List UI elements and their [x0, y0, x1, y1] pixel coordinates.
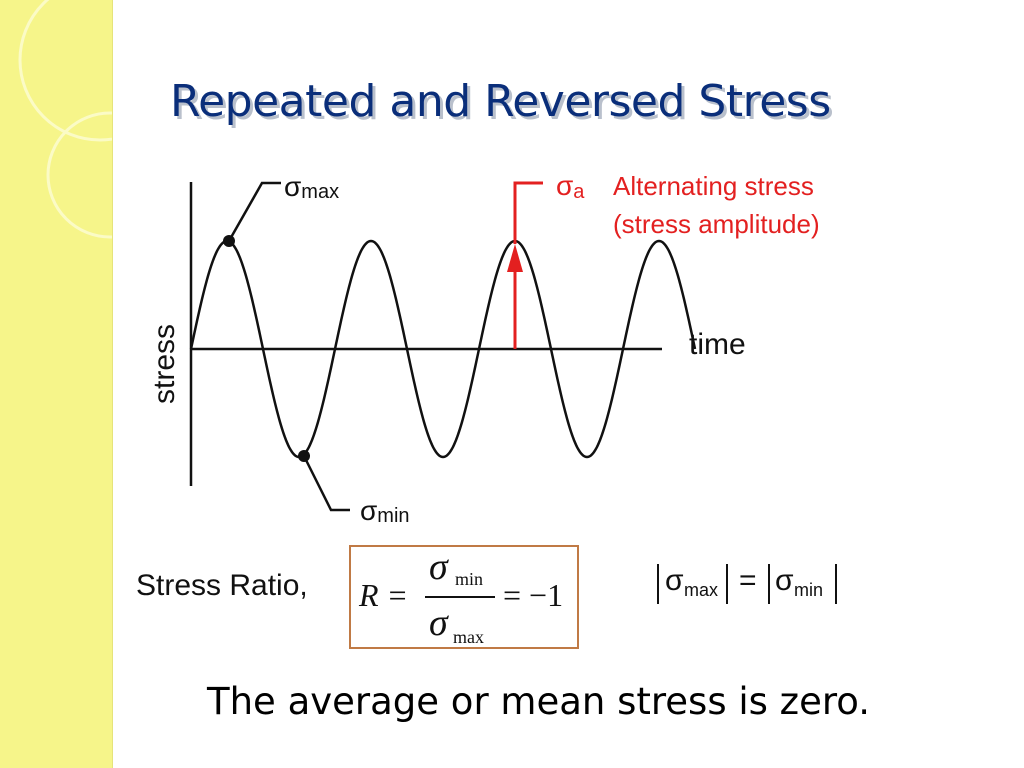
- numerator-symbol: σ: [429, 546, 448, 588]
- slide-title: Repeated and Reversed Stress: [170, 76, 831, 127]
- mean-stress-statement: The average or mean stress is zero.: [207, 680, 871, 723]
- abs-bar: [835, 564, 837, 604]
- fraction-bar: [425, 596, 495, 598]
- abs-left-sub: max: [684, 580, 719, 600]
- abs-bar: [726, 564, 728, 604]
- sigma-a-sub: a: [573, 181, 585, 203]
- numerator-sub: min: [455, 569, 484, 589]
- decorative-side-band: [0, 0, 113, 768]
- sigma-a-label: σa: [556, 170, 585, 203]
- x-axis-label: time: [689, 328, 746, 361]
- abs-bar: [768, 564, 770, 604]
- amplitude-arrowhead: [507, 244, 523, 272]
- sigma-min-leader: [302, 455, 350, 512]
- y-axis-label: stress: [148, 324, 181, 404]
- abs-right-symbol: σ: [775, 564, 794, 597]
- sigma-max-label: σmax: [284, 171, 339, 203]
- abs-equals: =: [739, 564, 757, 597]
- stress-amplitude-label: (stress amplitude): [613, 209, 820, 239]
- abs-right-sub: min: [794, 580, 824, 600]
- abs-left-symbol: σ: [665, 564, 684, 597]
- sigma-a-symbol: σ: [556, 170, 573, 201]
- stress-sine-wave: [189, 239, 697, 459]
- stress-ratio-formula-box: R = σ min σ max = −1: [349, 545, 579, 649]
- amplitude-leader: [513, 181, 543, 244]
- alternating-stress-label: Alternating stress: [613, 171, 814, 201]
- formula-rhs: = −1: [503, 577, 564, 613]
- abs-bar: [657, 564, 659, 604]
- stress-ratio-label: Stress Ratio,: [136, 569, 308, 602]
- sigma-min-sub: min: [377, 505, 409, 527]
- denominator-symbol: σ: [429, 602, 448, 644]
- formula-lhs: R =: [359, 577, 409, 613]
- sigma-max-symbol: σ: [284, 171, 301, 202]
- denominator-sub: max: [453, 627, 484, 647]
- sigma-max-leader: [227, 181, 281, 242]
- sigma-min-symbol: σ: [360, 495, 377, 526]
- sigma-min-label: σmin: [360, 495, 410, 527]
- sigma-max-sub: max: [301, 181, 339, 203]
- decorative-swirl: [18, 0, 112, 239]
- magnitude-equality: σ max = σ min: [655, 562, 855, 606]
